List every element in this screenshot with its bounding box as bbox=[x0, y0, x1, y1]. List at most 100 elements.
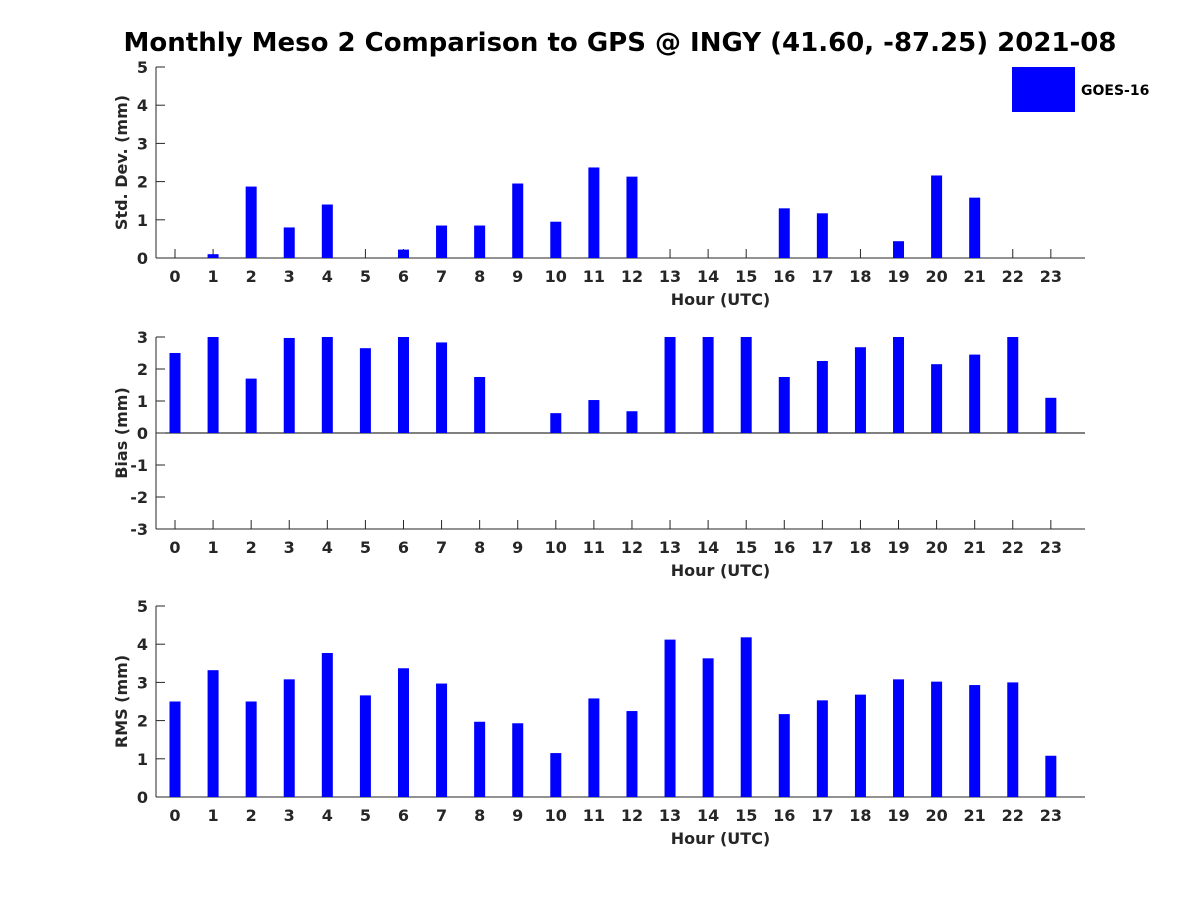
bar-hour-23 bbox=[1045, 397, 1057, 433]
x-tick-label: 9 bbox=[512, 267, 523, 286]
y-tick-label: -1 bbox=[130, 456, 148, 475]
y-tick-label: 1 bbox=[137, 392, 148, 411]
x-tick-label: 17 bbox=[811, 806, 833, 825]
bar-hour-6 bbox=[397, 249, 409, 258]
x-tick-label: 8 bbox=[474, 538, 485, 557]
x-tick-label: 5 bbox=[360, 538, 371, 557]
bar-hour-12 bbox=[626, 711, 638, 797]
x-tick-label: 15 bbox=[735, 806, 757, 825]
x-tick-label: 17 bbox=[811, 267, 833, 286]
bar-hour-6 bbox=[397, 337, 409, 433]
x-tick-label: 18 bbox=[849, 538, 871, 557]
bar-hour-4 bbox=[321, 204, 333, 258]
x-tick-label: 16 bbox=[773, 267, 795, 286]
x-tick-label: 17 bbox=[811, 538, 833, 557]
x-tick-label: 9 bbox=[512, 806, 523, 825]
x-tick-label: 5 bbox=[360, 267, 371, 286]
bar-hour-11 bbox=[588, 698, 600, 797]
y-tick-label: 1 bbox=[137, 211, 148, 230]
y-tick-label: 5 bbox=[137, 597, 148, 616]
x-tick-label: 20 bbox=[925, 538, 947, 557]
bar-hour-3 bbox=[283, 337, 295, 433]
x-tick-label: 6 bbox=[398, 538, 409, 557]
y-tick-label: 2 bbox=[137, 712, 148, 731]
bar-hour-19 bbox=[893, 679, 905, 797]
bar-hour-9 bbox=[512, 723, 524, 797]
legend: GOES-16 bbox=[1012, 67, 1149, 112]
bar-hour-3 bbox=[283, 679, 295, 797]
y-tick-label: 4 bbox=[137, 96, 148, 115]
x-tick-label: 0 bbox=[169, 538, 180, 557]
y-tick-label: -3 bbox=[130, 520, 148, 539]
x-tick-label: 8 bbox=[474, 267, 485, 286]
bar-hour-5 bbox=[359, 348, 371, 433]
y-tick-label: -2 bbox=[130, 488, 148, 507]
x-tick-label: 10 bbox=[545, 267, 567, 286]
bar-hour-9 bbox=[512, 183, 524, 258]
bar-hour-21 bbox=[969, 354, 981, 433]
x-tick-label: 22 bbox=[1002, 267, 1024, 286]
legend-swatch bbox=[1012, 67, 1075, 112]
bar-hour-15 bbox=[740, 337, 752, 433]
bar-hour-21 bbox=[969, 197, 981, 258]
x-tick-label: 11 bbox=[583, 806, 605, 825]
bar-hour-10 bbox=[550, 413, 562, 433]
bar-hour-13 bbox=[664, 639, 676, 797]
x-tick-label: 23 bbox=[1040, 267, 1062, 286]
bar-hour-1 bbox=[207, 670, 219, 797]
legend-label: GOES-16 bbox=[1081, 83, 1149, 99]
bar-hour-11 bbox=[588, 167, 600, 258]
y-axis-title: Bias (mm) bbox=[112, 387, 131, 479]
x-axis-title: Hour (UTC) bbox=[671, 290, 771, 309]
bar-hour-8 bbox=[474, 721, 486, 797]
x-tick-label: 19 bbox=[887, 538, 909, 557]
y-tick-label: 0 bbox=[137, 788, 148, 807]
x-tick-label: 21 bbox=[964, 267, 986, 286]
x-tick-label: 12 bbox=[621, 806, 643, 825]
x-tick-label: 6 bbox=[398, 267, 409, 286]
x-tick-label: 12 bbox=[621, 538, 643, 557]
x-tick-label: 20 bbox=[925, 806, 947, 825]
y-tick-label: 2 bbox=[137, 173, 148, 192]
x-tick-label: 3 bbox=[284, 538, 295, 557]
bar-hour-10 bbox=[550, 753, 562, 797]
bar-hour-0 bbox=[169, 353, 181, 433]
bar-hour-22 bbox=[1007, 682, 1019, 797]
x-tick-label: 15 bbox=[735, 267, 757, 286]
x-tick-label: 15 bbox=[735, 538, 757, 557]
bar-hour-23 bbox=[1045, 755, 1057, 797]
x-tick-label: 3 bbox=[284, 806, 295, 825]
bar-hour-17 bbox=[816, 700, 828, 797]
y-tick-label: 5 bbox=[137, 58, 148, 77]
x-tick-label: 10 bbox=[545, 806, 567, 825]
bar-hour-12 bbox=[626, 176, 638, 258]
x-tick-label: 20 bbox=[925, 267, 947, 286]
bar-hour-7 bbox=[436, 225, 448, 258]
bar-hour-19 bbox=[893, 337, 905, 433]
bar-hour-18 bbox=[854, 694, 866, 797]
x-tick-label: 0 bbox=[169, 806, 180, 825]
x-tick-label: 10 bbox=[545, 538, 567, 557]
bar-hour-20 bbox=[931, 175, 943, 258]
x-tick-label: 1 bbox=[208, 538, 219, 557]
bar-hour-20 bbox=[931, 364, 943, 433]
x-tick-label: 4 bbox=[322, 538, 333, 557]
bar-hour-13 bbox=[664, 337, 676, 433]
bar-hour-5 bbox=[359, 695, 371, 797]
bar-hour-2 bbox=[245, 186, 257, 258]
bar-hour-7 bbox=[436, 683, 448, 797]
bar-hour-3 bbox=[283, 227, 295, 258]
bar-hour-17 bbox=[816, 213, 828, 258]
x-tick-label: 18 bbox=[849, 267, 871, 286]
bar-hour-1 bbox=[207, 254, 219, 258]
x-tick-label: 4 bbox=[322, 267, 333, 286]
x-tick-label: 18 bbox=[849, 806, 871, 825]
x-tick-label: 19 bbox=[887, 806, 909, 825]
bar-hour-4 bbox=[321, 337, 333, 433]
bar-hour-22 bbox=[1007, 337, 1019, 433]
bar-hour-16 bbox=[778, 377, 790, 433]
bar-hour-8 bbox=[474, 225, 486, 258]
y-tick-label: 4 bbox=[137, 635, 148, 654]
